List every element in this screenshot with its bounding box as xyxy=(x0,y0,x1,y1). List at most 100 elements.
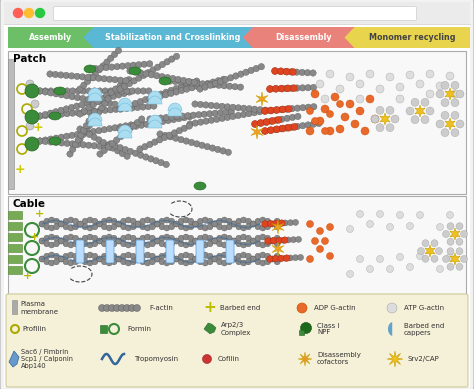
Circle shape xyxy=(129,88,136,94)
Circle shape xyxy=(265,238,271,244)
Circle shape xyxy=(451,99,459,107)
Circle shape xyxy=(274,235,280,241)
Circle shape xyxy=(267,86,273,92)
Circle shape xyxy=(89,113,95,119)
Circle shape xyxy=(260,260,266,266)
Circle shape xyxy=(58,91,64,98)
Circle shape xyxy=(212,110,218,117)
Polygon shape xyxy=(88,118,102,126)
Polygon shape xyxy=(88,113,102,121)
Circle shape xyxy=(26,80,34,88)
Circle shape xyxy=(95,97,101,104)
Polygon shape xyxy=(387,351,403,367)
Circle shape xyxy=(217,218,223,224)
Circle shape xyxy=(411,116,419,124)
Circle shape xyxy=(145,242,151,248)
Circle shape xyxy=(79,102,85,108)
Circle shape xyxy=(134,119,141,126)
Circle shape xyxy=(212,238,218,244)
Circle shape xyxy=(192,221,199,227)
Circle shape xyxy=(300,123,306,129)
Circle shape xyxy=(264,235,271,241)
Circle shape xyxy=(164,252,170,258)
Circle shape xyxy=(386,106,394,114)
Polygon shape xyxy=(450,253,460,265)
Circle shape xyxy=(87,252,93,258)
Circle shape xyxy=(85,96,91,103)
Text: Tropomyosin: Tropomyosin xyxy=(134,356,178,362)
Circle shape xyxy=(451,111,459,119)
Circle shape xyxy=(279,106,286,113)
Circle shape xyxy=(82,241,88,247)
Circle shape xyxy=(202,225,208,231)
Circle shape xyxy=(274,218,280,224)
Circle shape xyxy=(416,80,424,88)
Polygon shape xyxy=(445,88,455,100)
Circle shape xyxy=(169,253,174,259)
Circle shape xyxy=(183,260,189,266)
Circle shape xyxy=(74,131,81,138)
Circle shape xyxy=(188,241,194,247)
Circle shape xyxy=(121,80,128,86)
Text: Disassembly
cofactors: Disassembly cofactors xyxy=(317,352,361,366)
Text: Cable: Cable xyxy=(13,199,46,209)
Circle shape xyxy=(163,91,169,98)
Circle shape xyxy=(101,259,108,265)
Circle shape xyxy=(58,107,64,114)
Circle shape xyxy=(80,95,86,102)
Circle shape xyxy=(310,103,317,110)
Circle shape xyxy=(147,95,154,101)
Text: Stabilization and Crosslinking: Stabilization and Crosslinking xyxy=(106,33,241,42)
Circle shape xyxy=(58,140,65,146)
Circle shape xyxy=(188,139,195,145)
Circle shape xyxy=(264,259,271,265)
Circle shape xyxy=(366,221,374,228)
Circle shape xyxy=(192,238,199,244)
Text: +: + xyxy=(15,163,25,175)
Circle shape xyxy=(58,221,64,227)
Circle shape xyxy=(221,260,228,266)
Circle shape xyxy=(136,75,142,81)
Circle shape xyxy=(162,132,168,138)
Circle shape xyxy=(183,225,189,231)
Circle shape xyxy=(221,82,228,89)
Circle shape xyxy=(64,110,70,117)
Circle shape xyxy=(285,124,292,131)
Circle shape xyxy=(91,142,97,149)
Circle shape xyxy=(42,137,48,143)
Circle shape xyxy=(48,139,54,145)
Circle shape xyxy=(89,118,96,124)
Circle shape xyxy=(186,123,192,129)
Circle shape xyxy=(293,69,300,75)
Circle shape xyxy=(83,123,90,129)
Circle shape xyxy=(77,111,83,117)
Circle shape xyxy=(140,104,146,110)
Circle shape xyxy=(54,224,59,230)
Circle shape xyxy=(356,256,364,263)
Circle shape xyxy=(124,88,130,94)
Circle shape xyxy=(205,81,211,88)
Circle shape xyxy=(269,256,275,262)
Circle shape xyxy=(274,253,280,259)
Circle shape xyxy=(307,107,313,114)
Circle shape xyxy=(101,75,108,82)
Circle shape xyxy=(437,224,444,231)
Circle shape xyxy=(130,259,136,265)
Circle shape xyxy=(456,238,463,245)
Circle shape xyxy=(77,238,83,244)
Polygon shape xyxy=(168,103,182,111)
Circle shape xyxy=(113,88,119,94)
Polygon shape xyxy=(345,27,470,48)
Circle shape xyxy=(145,70,152,76)
Circle shape xyxy=(316,120,322,127)
Circle shape xyxy=(170,116,177,123)
Circle shape xyxy=(58,238,64,244)
Circle shape xyxy=(246,218,251,224)
Circle shape xyxy=(122,104,128,110)
Circle shape xyxy=(64,140,70,147)
Circle shape xyxy=(63,106,70,112)
Circle shape xyxy=(264,224,271,230)
Circle shape xyxy=(25,9,34,18)
Circle shape xyxy=(138,116,145,122)
Text: Assembly: Assembly xyxy=(29,33,73,42)
